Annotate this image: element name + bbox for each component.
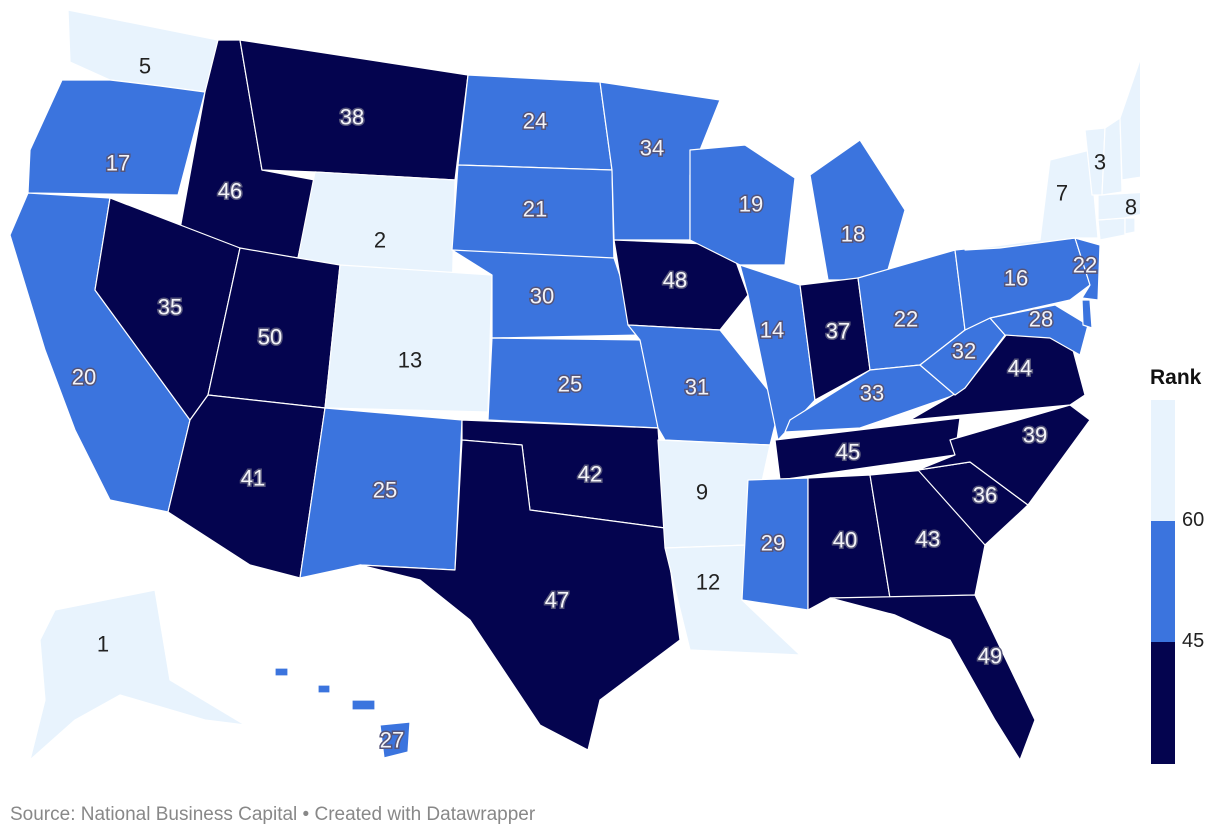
legend-tick-lower: 45 [1182,630,1205,652]
rank-label-ut: 50 [258,325,282,350]
rank-label-al: 40 [833,528,857,553]
state-nc[interactable] [917,404,1091,506]
state-ny[interactable] [964,149,1099,251]
legend-segment-low [1151,400,1175,521]
rank-label-wa: 5 [139,54,151,79]
rank-label-mi: 18 [841,222,865,247]
rank-label-vt: 3 [1094,150,1106,175]
rank-label-id: 46 [218,179,242,204]
rank-label-ia: 48 [663,268,687,293]
rank-label-nv: 35 [158,295,182,320]
rank-label-nc: 39 [1023,423,1047,448]
rank-label-mn: 34 [640,136,664,161]
rank-label-ne: 30 [530,284,554,309]
state-de[interactable] [1081,299,1093,329]
rank-label-nm: 25 [373,478,397,503]
state-fl[interactable] [829,594,1036,761]
state-ma[interactable] [1097,191,1140,221]
rank-label-az: 41 [241,466,265,491]
rank-label-mo: 31 [685,375,709,400]
state-nj[interactable] [1074,237,1101,301]
state-me[interactable] [1119,55,1140,181]
rank-label-ny: 7 [1056,181,1068,206]
rank-label-ky: 33 [860,381,884,406]
rank-label-hi: 27 [380,728,404,753]
rank-label-md: 28 [1029,307,1053,332]
state-md[interactable] [989,304,1089,356]
rank-label-sd: 21 [523,197,547,222]
state-ne[interactable] [451,249,641,339]
rank-label-wv: 32 [952,339,976,364]
legend-segment-high [1151,642,1175,764]
rank-label-wy: 2 [374,228,386,253]
state-co[interactable] [324,264,493,413]
legend-segment-mid [1151,521,1175,642]
state-mi[interactable] [809,139,906,281]
state-nh[interactable] [1101,117,1123,196]
rank-label-ca: 20 [72,365,96,390]
state-ri[interactable] [1124,217,1136,235]
rank-label-ar: 9 [696,480,708,505]
source-credit: Source: National Business Capital • Crea… [10,804,536,825]
state-or[interactable] [27,79,206,196]
rank-label-mt: 38 [340,105,364,130]
rank-label-ks: 25 [558,372,582,397]
state-ga[interactable] [869,469,986,599]
rank-label-nd: 24 [523,109,547,134]
rank-label-co: 13 [398,348,422,373]
state-hi[interactable] [274,667,411,759]
legend-title: Rank [1150,366,1202,389]
legend-tick-upper: 60 [1182,509,1205,531]
rank-label-tn: 45 [836,440,860,465]
rank-label-pa: 16 [1004,266,1028,291]
rank-label-wi: 19 [739,192,763,217]
rank-label-ms: 29 [761,531,785,556]
rank-label-ga: 43 [916,527,940,552]
state-ct[interactable] [1097,217,1126,241]
rank-label-ak: 1 [97,632,109,657]
rank-label-la: 12 [696,570,720,595]
rank-label-sc: 36 [973,483,997,508]
rank-label-fl: 49 [978,644,1002,669]
state-la[interactable] [664,544,801,656]
rank-label-va: 44 [1008,356,1032,381]
rank-label-in: 37 [826,319,850,344]
state-wi[interactable] [689,144,796,266]
rank-label-nj: 22 [1073,253,1097,278]
state-ak[interactable] [29,589,246,761]
rank-label-or: 17 [106,151,130,176]
rank-label-ok: 42 [578,462,602,487]
legend-color-scale [1151,400,1175,764]
rank-label-ma: 8 [1125,195,1137,220]
rank-label-tx: 47 [545,588,569,613]
state-tx[interactable] [359,439,681,751]
rank-label-oh: 22 [894,307,918,332]
rank-label-il: 14 [760,318,784,343]
